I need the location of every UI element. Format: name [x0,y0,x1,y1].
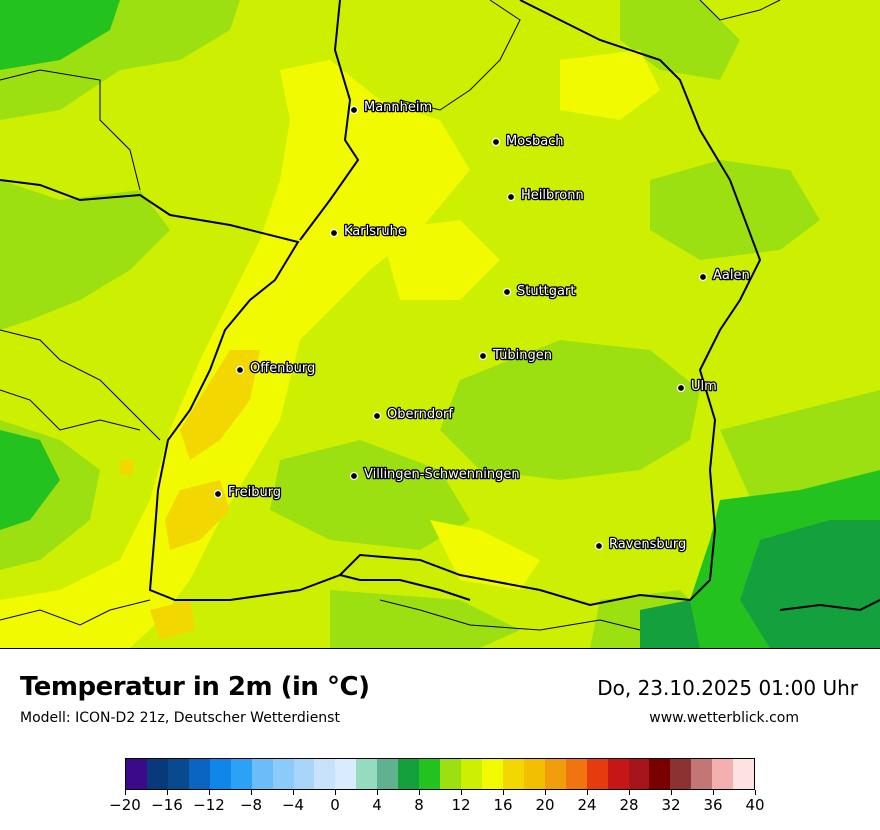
legend-tick [586,790,588,795]
legend-tick [418,790,420,795]
legend-tick [754,790,756,795]
city-freiburg: Freiburg [213,484,282,501]
legend-swatch [586,759,608,789]
temp-zone-16-18 [120,350,260,640]
city-heilbronn: Heilbronn [506,187,585,204]
legend-swatch [356,759,378,789]
legend-swatch [335,759,357,789]
legend-tick [544,790,546,795]
forecast-datetime: Do, 23.10.2025 01:00 Uhr [597,676,858,700]
city-mosbach: Mosbach [491,133,565,150]
legend-tick-label: 40 [745,796,765,814]
legend-tick [334,790,336,795]
city-label: Freiburg [228,485,281,500]
city-label: Heilbronn [521,188,584,203]
legend-tick [460,790,462,795]
city-label: Stuttgart [517,284,575,299]
city-ravensburg: Ravensburg [594,536,688,553]
city-label: Villingen-Schwenningen [364,467,520,482]
legend-swatch [293,759,315,789]
legend-tick [124,790,126,795]
color-legend-ticks: −20 −16 −12 −8 −4 0 4 8 12 16 20 24 28 32 36 40 [109,790,765,830]
legend-tick-label: −4 [281,796,305,814]
city-mannheim: Mannheim [349,99,433,116]
city-offenburg: Offenburg [235,360,317,377]
legend-swatch [251,759,273,789]
borders [0,0,880,631]
legend-tick-label: 36 [703,796,723,814]
legend-swatch [230,759,252,789]
model-source: Modell: ICON-D2 21z, Deutscher Wetterdie… [20,710,340,726]
legend-swatch [712,759,734,789]
city-markers: Mannheim Mosbach Heilbronn Karlsruhe Aal… [213,99,751,553]
legend-tick [292,790,294,795]
legend-tick-label: 12 [451,796,471,814]
legend-tick-label: 24 [577,796,597,814]
city-label: Oberndorf [387,407,453,422]
legend-tick [628,790,630,795]
city-label: Karlsruhe [344,224,406,239]
legend-tick [712,790,714,795]
color-legend-bar [125,758,755,790]
legend-tick-label: −20 [109,796,141,814]
legend-swatch [481,759,503,789]
legend-swatch [209,759,231,789]
legend-swatch [670,759,692,789]
legend-tick [166,790,168,795]
city-label: Offenburg [250,361,315,376]
legend-tick-label: −8 [239,796,263,814]
legend-tick-label: −12 [193,796,225,814]
legend-tick-label: 0 [330,796,340,814]
legend-tick-label: 16 [493,796,513,814]
temperature-map: Mannheim Mosbach Heilbronn Karlsruhe Aal… [0,0,880,649]
legend-tick-label: −16 [151,796,183,814]
legend-swatch [377,759,399,789]
legend-swatch [649,759,671,789]
city-label: Tübingen [492,348,552,363]
legend-swatch [167,759,189,789]
map-title: Temperatur in 2m (in °C) [20,672,370,702]
legend-tick [250,790,252,795]
legend-swatch [419,759,441,789]
legend-tick-label: 20 [535,796,555,814]
city-label: Mannheim [364,100,432,115]
city-label: Ravensburg [609,537,686,552]
legend-swatch [398,759,420,789]
city-karlsruhe: Karlsruhe [329,223,407,240]
legend-swatch [126,759,147,789]
city-aalen: Aalen [698,267,751,284]
city-label: Mosbach [506,134,564,149]
legend-swatch [628,759,650,789]
legend-tick [670,790,672,795]
city-villingen-schwenningen: Villingen-Schwenningen [349,466,521,483]
legend-tick-label: 28 [619,796,639,814]
legend-tick [208,790,210,795]
temp-zone-6-8 [640,520,880,648]
legend-tick [376,790,378,795]
legend-tick-label: 32 [661,796,681,814]
legend-swatch [502,759,524,789]
legend-swatch [272,759,294,789]
legend-swatch [565,759,587,789]
legend-tick [502,790,504,795]
city-oberndorf: Oberndorf [372,406,455,423]
legend-swatch [314,759,336,789]
legend-swatch [544,759,566,789]
legend-swatch [461,759,482,789]
legend-swatch [733,759,755,789]
legend-swatch [188,759,210,789]
legend-tick-label: 8 [414,796,424,814]
legend-swatch [440,759,461,789]
city-label: Ulm [691,379,717,394]
legend-swatch [607,759,629,789]
city-ulm: Ulm [676,378,718,395]
legend-swatch [691,759,713,789]
website-link[interactable]: www.wetterblick.com [649,710,799,726]
city-tuebingen: Tübingen [478,347,553,364]
legend-tick-label: 4 [372,796,382,814]
legend-swatch [523,759,545,789]
legend-swatch [146,759,168,789]
city-label: Aalen [713,268,750,283]
city-stuttgart: Stuttgart [502,283,577,300]
